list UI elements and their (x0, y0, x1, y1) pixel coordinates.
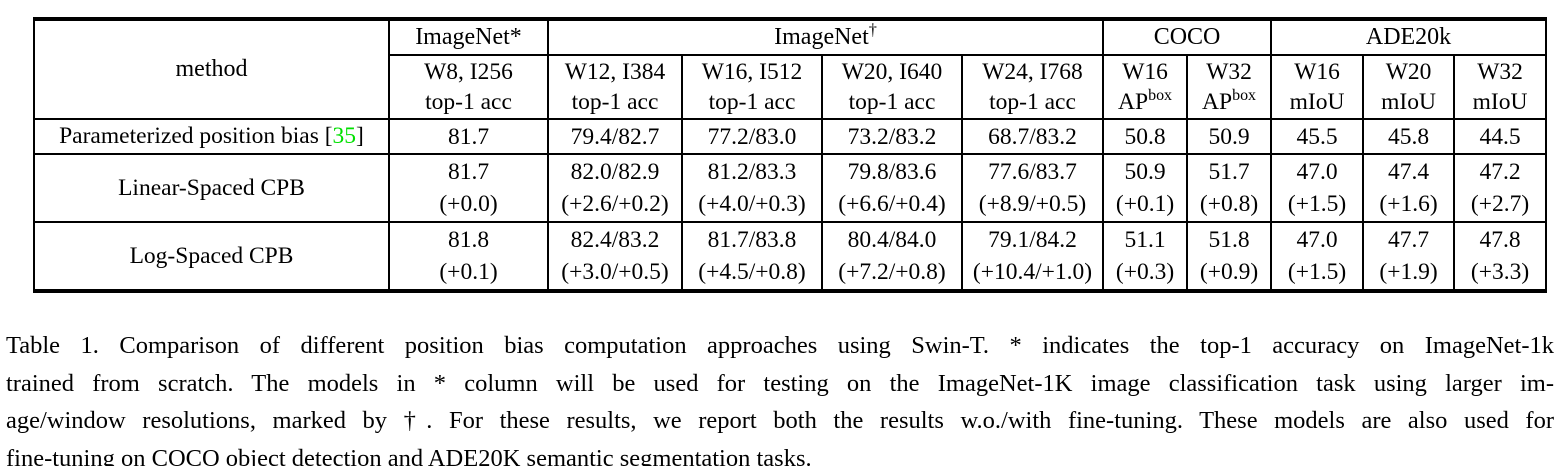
table-cell: 77.6/83.7 (+8.9/+0.5) (960, 153, 1105, 223)
table-cell: 82.0/82.9 (+2.6/+0.2) (547, 153, 683, 223)
results-table-container: method ImageNet* ImageNet† COCO ADE20k W… (33, 17, 1548, 293)
apbox-superscript: box (1148, 87, 1173, 105)
group-header-imagenet-star: ImageNet* (388, 18, 549, 56)
caption-line: trained from scratch. The models in * co… (6, 369, 1554, 397)
table-cell: 47.0 (+1.5) (1270, 153, 1365, 223)
table-header-subcolumns: W8, I256 top-1 acc W12, I384 top-1 acc W16… (34, 54, 1548, 120)
column-header-method: method (33, 18, 390, 120)
table-cell: 47.4 (+1.6) (1362, 153, 1456, 223)
table-cell: 68.7/83.2 (960, 118, 1105, 155)
caption-line: Table 1. Comparison of different positio… (6, 332, 1554, 359)
subheader-w20-i640: W20, I640 top-1 acc (821, 54, 963, 120)
subheader-w12-i384: W12, I384 top-1 acc (547, 54, 683, 120)
group-header-coco: COCO (1102, 18, 1273, 56)
table-cell: 50.9 (1186, 118, 1273, 155)
subheader-coco-w32: W32 APbox (1186, 54, 1273, 120)
table-cell: 50.8 (1102, 118, 1189, 155)
table-cell: 45.8 (1362, 118, 1456, 155)
table-cell: 73.2/83.2 (821, 118, 963, 155)
table-cell: 81.7/83.8 (+4.5/+0.8) (681, 221, 823, 292)
subheader-coco-w16: W16 APbox (1102, 54, 1189, 120)
group-header-imagenet-label: ImageNet (774, 24, 869, 50)
subheader-w8-i256: W8, I256 top-1 acc (388, 54, 549, 120)
apbox-superscript: box (1232, 87, 1257, 105)
table-cell: 77.2/83.0 (681, 118, 823, 155)
subheader-ade-w20: W20 mIoU (1362, 54, 1456, 120)
table-cell: 47.2 (+2.7) (1453, 153, 1548, 223)
dagger-superscript: † (868, 20, 877, 39)
table-cell: 79.8/83.6 (+6.6/+0.4) (821, 153, 963, 223)
table-row-log-spaced-cpb: Log-Spaced CPB 81.8 (+0.1) 82.4/83.2 (+3.0… (33, 221, 1548, 292)
table-row-parameterized-position-bias: Parameterized position bias [35] 81.7 79… (33, 118, 1548, 155)
table-cell: 80.4/84.0 (+7.2/+0.8) (821, 221, 963, 292)
subheader-ade-w32: W32 mIoU (1453, 54, 1548, 120)
table-cell: 44.5 (1453, 118, 1548, 155)
group-header-imagenet-dagger: ImageNet† (546, 18, 1105, 56)
table-cell: 51.8 (+0.9) (1186, 221, 1273, 292)
caption-line: age/window resolutions, marked by †. For… (6, 407, 1554, 434)
table-cell: 81.7 (+0.0) (388, 153, 549, 223)
method-cell: Linear-Spaced CPB (33, 153, 390, 223)
table-cell: 79.1/84.2 (+10.4/+1.0) (960, 221, 1105, 292)
table-cell: 47.7 (+1.9) (1362, 221, 1456, 292)
table-cell: 45.5 (1270, 118, 1365, 155)
caption-line: fine-tuning on COCO object detection and… (6, 444, 812, 466)
table-cell: 47.0 (+1.5) (1270, 221, 1365, 292)
group-header-ade20k: ADE20k (1270, 18, 1548, 56)
table-header-groups: method ImageNet* ImageNet† COCO ADE20k (33, 18, 1548, 120)
method-cell: Log-Spaced CPB (33, 221, 390, 292)
table-cell: 51.1 (+0.3) (1102, 221, 1189, 292)
subheader-w24-i768: W24, I768 top-1 acc (960, 54, 1105, 120)
table-cell: 50.9 (+0.1) (1102, 153, 1189, 223)
table-cell: 81.2/83.3 (+4.0/+0.3) (681, 153, 823, 223)
table-cell: 51.7 (+0.8) (1186, 153, 1273, 223)
table-cell: 79.4/82.7 (547, 118, 683, 155)
table-cell: 81.7 (388, 118, 549, 155)
citation-number: 35 (332, 123, 357, 149)
table-cell: 47.8 (+3.3) (1453, 221, 1548, 292)
subheader-w16-i512: W16, I512 top-1 acc (681, 54, 823, 120)
subheader-ade-w16: W16 mIoU (1270, 54, 1365, 120)
table-cell: 81.8 (+0.1) (388, 221, 549, 292)
table-row-linear-spaced-cpb: Linear-Spaced CPB 81.7 (+0.0) 82.0/82.9 (+… (33, 153, 1548, 223)
method-cell: Parameterized position bias [35] (33, 118, 390, 155)
citation-link[interactable]: [35] (324, 123, 364, 149)
table-cell: 82.4/83.2 (+3.0/+0.5) (547, 221, 683, 292)
results-table: method ImageNet* ImageNet† COCO ADE20k W… (33, 17, 1548, 293)
table-caption: Table 1. Comparison of different positio… (6, 327, 1554, 466)
